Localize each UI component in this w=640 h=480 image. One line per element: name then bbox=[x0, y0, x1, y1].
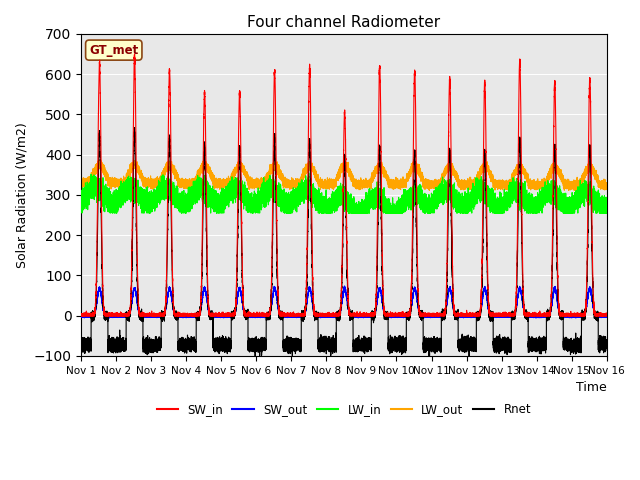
X-axis label: Time: Time bbox=[576, 381, 607, 394]
Legend: SW_in, SW_out, LW_in, LW_out, Rnet: SW_in, SW_out, LW_in, LW_out, Rnet bbox=[152, 398, 536, 421]
Y-axis label: Solar Radiation (W/m2): Solar Radiation (W/m2) bbox=[15, 122, 28, 268]
Title: Four channel Radiometer: Four channel Radiometer bbox=[248, 15, 440, 30]
Text: GT_met: GT_met bbox=[89, 44, 138, 57]
